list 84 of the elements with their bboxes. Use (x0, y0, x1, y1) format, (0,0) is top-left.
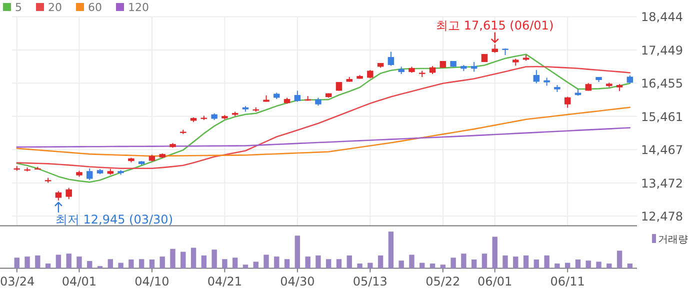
bar (388, 232, 394, 268)
bar (346, 255, 352, 268)
x-tick-label: 03/24 (0, 274, 35, 288)
bar (575, 259, 581, 268)
bar (201, 255, 207, 268)
bar (544, 255, 550, 268)
bar (430, 264, 436, 268)
bar (398, 260, 404, 268)
bar (212, 250, 217, 268)
bar (606, 264, 612, 268)
bar (409, 254, 414, 268)
bar (232, 258, 238, 268)
bar (502, 255, 508, 268)
bar (66, 254, 72, 268)
bar (534, 259, 540, 268)
annotation: 최고 17,615 (06/01) (436, 18, 554, 44)
bar (190, 248, 196, 268)
annotation: 최고 17,615 (06/01) (436, 18, 554, 32)
bar (242, 264, 248, 268)
bar (378, 255, 384, 268)
bar (492, 236, 498, 268)
bar (368, 262, 373, 268)
x-tick-label: 04/30 (280, 274, 315, 288)
annotation: 최저 12,945 (03/30) (54, 202, 173, 226)
legend-label: 5 (15, 1, 22, 14)
y-tick-label: 14,467 (641, 143, 683, 158)
bar (118, 262, 124, 268)
legend-label: 60 (88, 1, 102, 14)
bar (564, 262, 570, 268)
y-tick-label: 17,449 (641, 43, 683, 58)
x-tick-label: 06/11 (550, 274, 585, 288)
bar (87, 260, 92, 268)
bar (14, 258, 20, 268)
bar (170, 248, 176, 268)
legend-label: 120 (128, 1, 149, 14)
bar (357, 264, 362, 268)
x-tick-label: 05/13 (352, 274, 388, 288)
y-tick-label: 16,455 (641, 76, 683, 91)
x-tick-label: 04/10 (134, 274, 170, 288)
y-tick-label: 15,461 (641, 110, 683, 124)
bar (586, 260, 591, 268)
bar (305, 256, 310, 268)
bar (56, 254, 62, 268)
bar (596, 262, 602, 268)
legend-label: 거래량 (658, 234, 688, 246)
bar (461, 254, 466, 268)
bar (128, 259, 134, 268)
bar (554, 264, 560, 268)
bar (160, 256, 165, 268)
bar (180, 252, 186, 268)
bar (513, 256, 518, 268)
x-tick-label: 04/01 (62, 274, 97, 288)
bar (35, 255, 40, 268)
x-tick-label: 05/22 (426, 274, 460, 288)
bar (284, 259, 290, 268)
bar (440, 264, 446, 268)
bar (24, 256, 30, 268)
bar (149, 259, 155, 268)
bar (222, 259, 228, 268)
bar (76, 256, 82, 268)
bar (326, 259, 332, 268)
bar (253, 262, 258, 268)
bar (471, 259, 477, 268)
bar (523, 255, 529, 268)
y-tick-label: 12,478 (641, 210, 683, 224)
bar (316, 255, 321, 268)
bar (627, 264, 633, 268)
bar (138, 259, 144, 268)
bar (420, 262, 425, 268)
bar (616, 250, 622, 268)
bar (108, 259, 113, 268)
bar (274, 256, 280, 268)
bar (294, 236, 300, 268)
y-tick-label: 13,472 (641, 176, 683, 190)
annotation: 최저 12,945 (03/30) (55, 212, 174, 226)
bar (264, 254, 269, 268)
bar (450, 258, 456, 268)
bar (482, 254, 488, 268)
x-tick-label: 04/21 (207, 274, 242, 288)
bar (45, 264, 51, 268)
bar (336, 259, 342, 268)
legend-label: 20 (48, 1, 62, 14)
y-tick-label: 18,444 (641, 10, 683, 24)
x-tick-label: 06/01 (478, 274, 512, 288)
